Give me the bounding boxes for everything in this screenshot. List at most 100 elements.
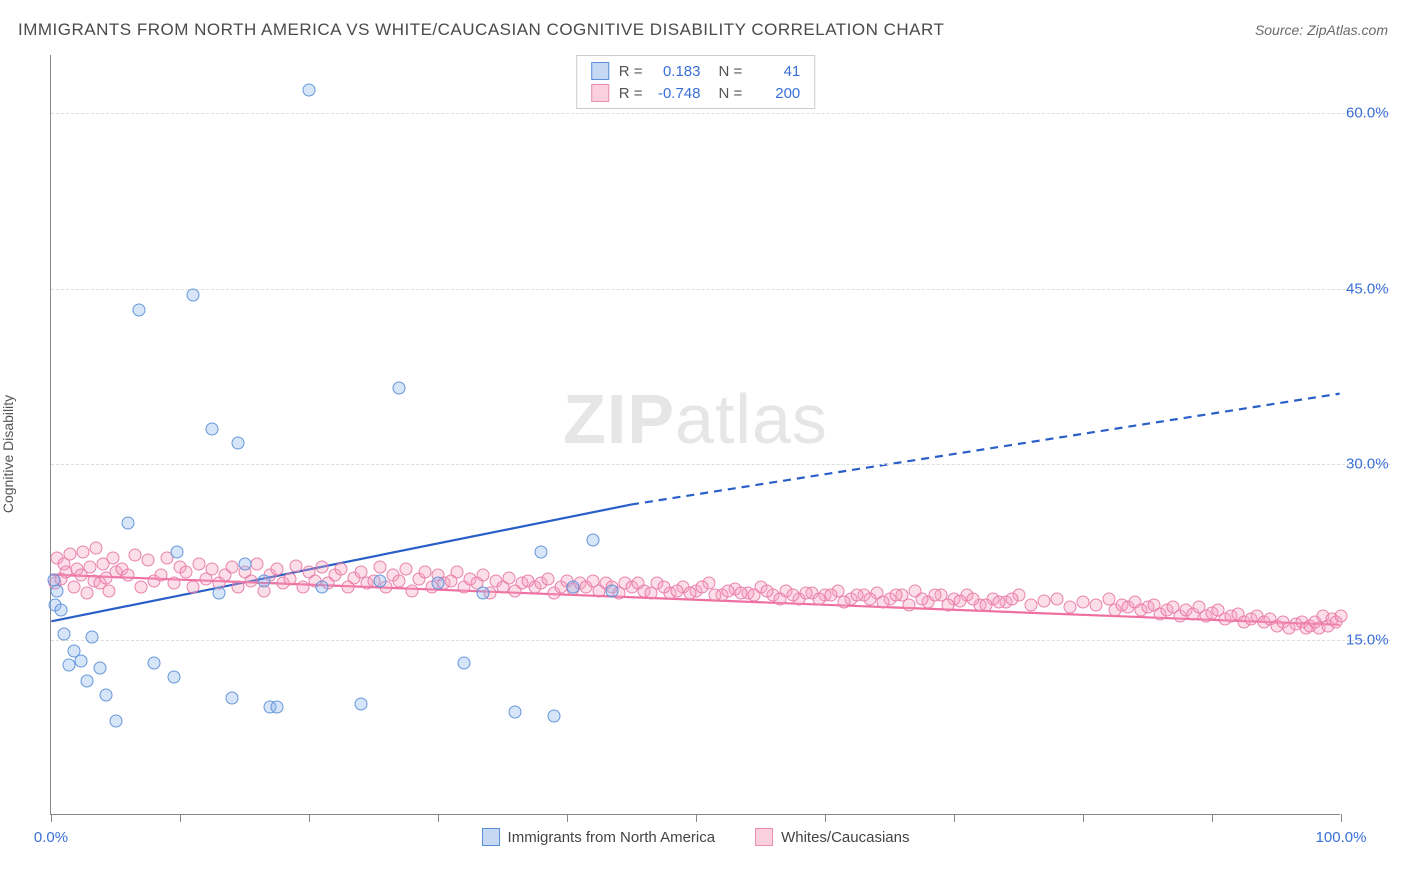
pink-swatch-icon — [755, 828, 773, 846]
data-point-blue — [86, 631, 99, 644]
data-point-blue — [315, 581, 328, 594]
data-point-pink — [186, 581, 199, 594]
data-point-pink — [760, 584, 773, 597]
data-point-pink — [451, 565, 464, 578]
data-point-blue — [509, 706, 522, 719]
data-point-blue — [225, 692, 238, 705]
legend-series-label: Whites/Caucasians — [781, 829, 909, 846]
x-tick — [825, 814, 826, 822]
data-point-pink — [748, 589, 761, 602]
data-point-pink — [1335, 610, 1348, 623]
n-value: 200 — [752, 85, 800, 102]
data-point-pink — [64, 548, 77, 561]
legend-correlation: R =0.183N =41R =-0.748N =200 — [576, 55, 816, 109]
y-axis-label: Cognitive Disability — [0, 395, 16, 513]
data-point-blue — [303, 84, 316, 97]
data-point-pink — [477, 569, 490, 582]
data-point-pink — [335, 563, 348, 576]
data-point-blue — [148, 657, 161, 670]
data-point-blue — [232, 437, 245, 450]
data-point-pink — [90, 542, 103, 555]
data-point-blue — [257, 575, 270, 588]
data-point-pink — [864, 592, 877, 605]
data-point-pink — [631, 577, 644, 590]
gridline — [51, 289, 1390, 290]
data-point-pink — [799, 586, 812, 599]
data-point-pink — [902, 598, 915, 611]
legend-correlation-row: R =0.183N =41 — [591, 60, 801, 82]
data-point-blue — [122, 516, 135, 529]
data-point-pink — [122, 569, 135, 582]
x-tick — [438, 814, 439, 822]
data-point-blue — [393, 382, 406, 395]
legend-correlation-row: R =-0.748N =200 — [591, 82, 801, 104]
data-point-pink — [825, 589, 838, 602]
data-point-pink — [812, 592, 825, 605]
data-point-pink — [928, 589, 941, 602]
watermark: ZIPatlas — [563, 379, 828, 459]
data-point-pink — [290, 559, 303, 572]
data-point-pink — [399, 563, 412, 576]
data-point-pink — [851, 589, 864, 602]
data-point-pink — [103, 584, 116, 597]
data-point-pink — [406, 584, 419, 597]
data-point-pink — [644, 586, 657, 599]
data-point-pink — [696, 581, 709, 594]
legend-series: Immigrants from North America Whites/Cauc… — [482, 828, 910, 846]
data-point-pink — [1006, 592, 1019, 605]
data-point-blue — [81, 674, 94, 687]
data-point-blue — [457, 657, 470, 670]
y-tick-label: 60.0% — [1346, 105, 1396, 122]
data-point-pink — [106, 551, 119, 564]
n-label: N = — [719, 85, 743, 102]
data-point-pink — [225, 561, 238, 574]
data-point-pink — [270, 563, 283, 576]
data-point-pink — [393, 575, 406, 588]
data-point-blue — [167, 671, 180, 684]
data-point-pink — [81, 586, 94, 599]
data-point-pink — [315, 561, 328, 574]
data-point-pink — [967, 592, 980, 605]
data-point-blue — [606, 584, 619, 597]
blue-swatch-icon — [591, 62, 609, 80]
legend-series-label: Immigrants from North America — [508, 829, 716, 846]
data-point-blue — [373, 575, 386, 588]
data-point-blue — [238, 557, 251, 570]
r-label: R = — [619, 85, 643, 102]
data-point-pink — [954, 595, 967, 608]
plot-area: ZIPatlas R =0.183N =41R =-0.748N =200 Im… — [50, 55, 1340, 815]
data-point-blue — [100, 688, 113, 701]
data-point-blue — [535, 545, 548, 558]
legend-series-item: Immigrants from North America — [482, 828, 716, 846]
r-label: R = — [619, 63, 643, 80]
data-point-blue — [132, 303, 145, 316]
data-point-pink — [1038, 595, 1051, 608]
x-tick — [1341, 814, 1342, 822]
gridline — [51, 113, 1390, 114]
chart-title: IMMIGRANTS FROM NORTH AMERICA VS WHITE/C… — [18, 20, 944, 40]
x-tick — [954, 814, 955, 822]
data-point-pink — [154, 569, 167, 582]
x-tick — [180, 814, 181, 822]
data-point-pink — [1077, 596, 1090, 609]
data-point-pink — [251, 557, 264, 570]
x-tick — [309, 814, 310, 822]
x-tick — [51, 814, 52, 822]
y-tick-label: 45.0% — [1346, 280, 1396, 297]
data-point-pink — [735, 586, 748, 599]
data-point-pink — [889, 589, 902, 602]
data-point-pink — [128, 549, 141, 562]
x-tick — [1083, 814, 1084, 822]
data-point-blue — [354, 697, 367, 710]
data-point-pink — [838, 596, 851, 609]
chart-source: Source: ZipAtlas.com — [1255, 22, 1388, 38]
watermark-rest: atlas — [675, 380, 828, 458]
data-point-pink — [419, 565, 432, 578]
data-point-pink — [980, 598, 993, 611]
data-point-pink — [709, 589, 722, 602]
data-point-pink — [193, 557, 206, 570]
data-point-pink — [180, 565, 193, 578]
data-point-pink — [683, 586, 696, 599]
blue-swatch-icon — [482, 828, 500, 846]
data-point-blue — [171, 545, 184, 558]
